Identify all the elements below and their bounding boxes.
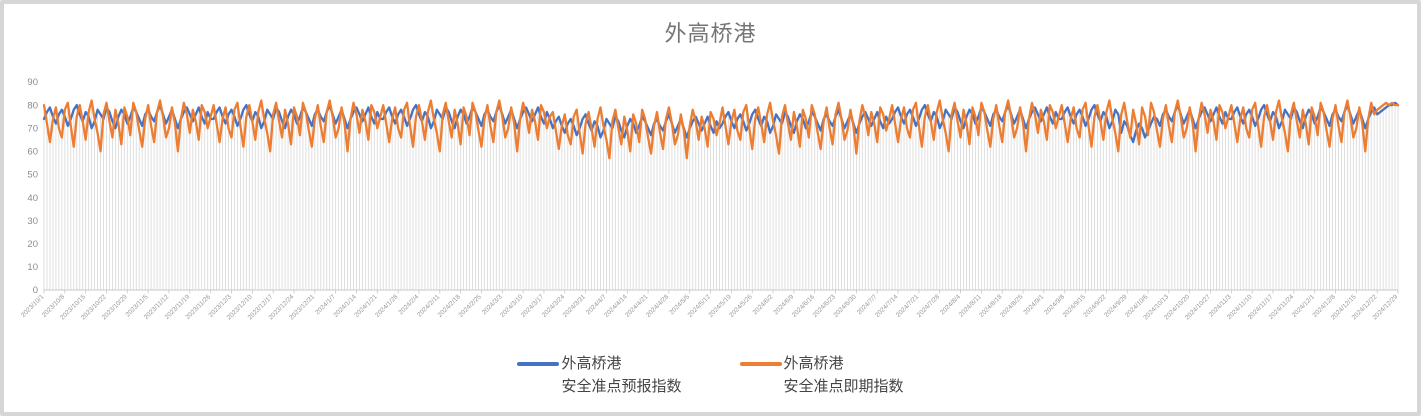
x-axis-label: 2024/8/25 xyxy=(999,293,1025,319)
y-axis-label: 0 xyxy=(33,285,38,296)
x-axis-label: 2024/9/1 xyxy=(1022,293,1045,316)
legend-label-forecast: 外高桥港 安全准点预报指数 xyxy=(561,353,681,398)
y-axis-label: 70 xyxy=(27,123,38,134)
y-axis-label: 10 xyxy=(27,262,38,273)
drop-lines xyxy=(43,100,1399,290)
y-axis-label: 30 xyxy=(27,216,38,227)
line-chart-svg[interactable]: 2023/10/12023/10/82023/10/152023/10/2220… xyxy=(4,4,1417,350)
series-line-forecast xyxy=(42,101,1400,144)
x-axis-label: 2024/6/30 xyxy=(832,293,858,319)
x-axis-label: 2024/2/25 xyxy=(457,293,483,319)
y-axis-label: 50 xyxy=(27,170,38,181)
x-axis-ticks xyxy=(43,290,1399,294)
y-axis-label: 40 xyxy=(27,193,38,204)
spot-line-swatch xyxy=(739,362,782,366)
x-axis-label: 2024/3/31 xyxy=(562,293,588,319)
y-axis-label: 80 xyxy=(27,100,38,111)
legend-label-forecast-line1: 外高桥港 xyxy=(561,355,622,372)
forecast-line-swatch xyxy=(517,362,560,366)
legend-label-forecast-line2: 安全准点预报指数 xyxy=(561,377,682,395)
y-axis-label: 20 xyxy=(27,239,38,250)
legend-item-spot[interactable]: 外高桥港 安全准点即期指数 xyxy=(739,353,904,398)
legend-item-forecast[interactable]: 外高桥港 安全准点预报指数 xyxy=(517,353,682,398)
chart-title[interactable]: 外高桥港 xyxy=(664,21,757,46)
x-axis-label: 2024/1/28 xyxy=(374,293,400,319)
legend-label-spot-line2: 安全准点即期指数 xyxy=(783,377,904,395)
y-axis-label: 90 xyxy=(27,77,38,88)
x-axis-label: 2024/4/28 xyxy=(645,293,671,319)
x-axis-label: 2024/7/28 xyxy=(916,293,942,319)
legend-label-spot: 外高桥港 安全准点即期指数 xyxy=(784,353,904,398)
y-axis-label: 60 xyxy=(27,147,38,158)
x-axis-label: 2024/6/2 xyxy=(752,293,775,316)
series-line-spot xyxy=(42,99,1400,160)
chart-legend: 外高桥港 安全准点预报指数 外高桥港 安全准点即期指数 xyxy=(4,353,1417,398)
legend-label-spot-line1: 外高桥港 xyxy=(783,355,844,372)
x-axis-label: 2024/5/26 xyxy=(728,293,754,319)
